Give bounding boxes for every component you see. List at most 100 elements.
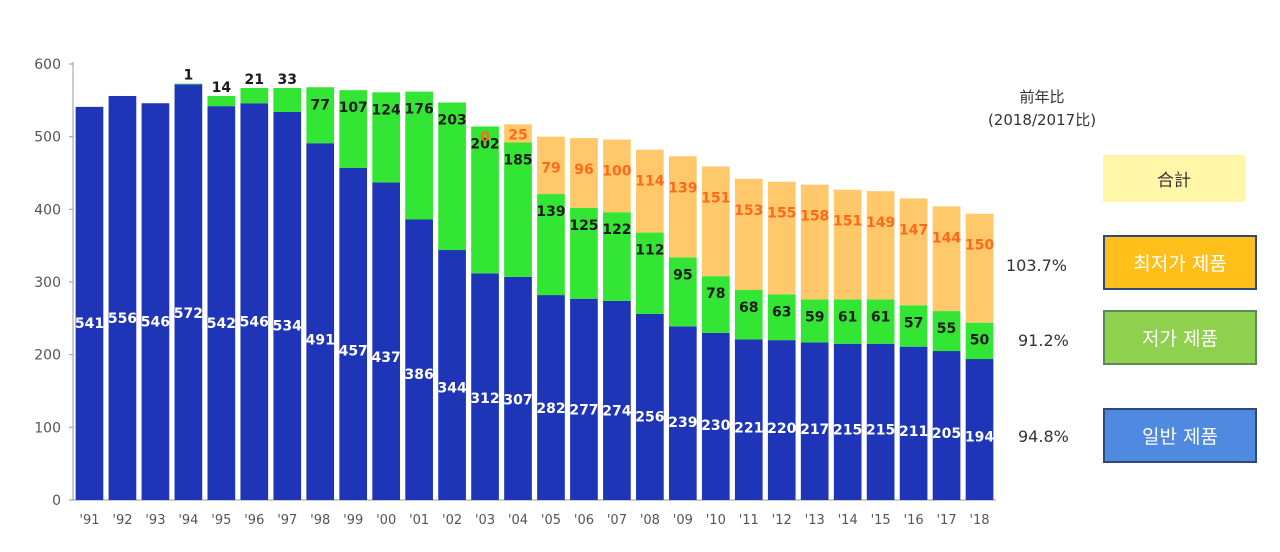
- bar-segment-low-price: [701, 276, 730, 333]
- bar-segment-lowest-price: [701, 166, 730, 277]
- bar-segment-low-price: [570, 207, 598, 299]
- bar-segment-lowest-price: [636, 149, 664, 233]
- bar-segment-general: [636, 313, 664, 500]
- x-tick-label: '99: [343, 513, 363, 528]
- data-label: 215: [833, 423, 862, 439]
- data-label: 220: [767, 421, 796, 437]
- bar-segment-lowest-price: [899, 198, 928, 306]
- bar-segment-general: [405, 219, 433, 501]
- data-label: 221: [734, 421, 763, 437]
- x-tick-label: '02: [442, 513, 462, 528]
- bar-segment-low-price: [438, 102, 466, 251]
- legend-total: 合計: [1103, 155, 1245, 202]
- bar-segment-low-price: [965, 322, 994, 360]
- legend-low-price-label: 저가 제품: [1142, 328, 1218, 350]
- ratio-general: 94.8%: [1018, 427, 1069, 446]
- x-tick-label: '91: [79, 513, 99, 528]
- bar-segment-lowest-price: [767, 181, 796, 295]
- data-label: 203: [437, 113, 466, 129]
- x-tick-label: '09: [673, 513, 693, 528]
- bar-segment-lowest-price: [504, 124, 532, 143]
- data-label: 33: [278, 72, 297, 88]
- bar-segment-lowest-price: [800, 184, 829, 300]
- data-label: 158: [800, 209, 829, 225]
- data-label: 61: [838, 309, 857, 325]
- bar-segment-general: [833, 343, 862, 500]
- data-label: 215: [866, 423, 895, 439]
- bar-segment-general: [932, 351, 961, 500]
- data-label: 457: [339, 344, 368, 360]
- data-label: 274: [602, 403, 631, 419]
- data-label: 14: [212, 80, 232, 96]
- bar-segment-general: [537, 295, 565, 500]
- bar-segment-lowest-price: [734, 178, 763, 290]
- data-label: 151: [833, 214, 862, 230]
- data-label: 124: [372, 102, 401, 118]
- bar-segment-general: [438, 250, 466, 500]
- bar-segment-general: [273, 111, 302, 501]
- y-tick-label: 600: [34, 57, 61, 73]
- data-label: 556: [108, 311, 137, 327]
- bar-segment-low-price: [668, 257, 697, 327]
- bar-segment-general: [75, 106, 104, 500]
- data-label: 149: [866, 215, 895, 231]
- bar-segment-low-price: [833, 299, 862, 344]
- data-label: 542: [207, 316, 236, 332]
- data-label: 150: [965, 238, 994, 254]
- data-label: 95: [673, 267, 692, 283]
- y-tick-label: 300: [34, 275, 61, 291]
- data-label: 107: [339, 100, 368, 116]
- bar-segment-low-price: [899, 305, 928, 347]
- x-tick-label: '11: [739, 513, 759, 528]
- data-label: 78: [706, 286, 725, 302]
- bar-segment-lowest-price: [537, 136, 565, 195]
- y-tick-label: 400: [34, 202, 61, 218]
- data-label: 205: [932, 426, 961, 442]
- bar-segment-low-price: [866, 299, 895, 344]
- data-label: 63: [772, 304, 791, 320]
- data-label: 112: [635, 243, 664, 259]
- data-label: 282: [536, 401, 565, 417]
- x-tick-label: '06: [574, 513, 594, 528]
- bar-segment-low-price: [372, 92, 401, 183]
- data-label: 151: [701, 190, 730, 206]
- data-label: 139: [536, 204, 565, 220]
- bar-segment-general: [570, 298, 598, 500]
- bar-segment-low-price: [405, 91, 433, 220]
- data-label: 386: [405, 367, 434, 383]
- x-tick-label: '07: [607, 513, 627, 528]
- bar-segment-general: [965, 359, 994, 500]
- data-label: 230: [701, 418, 730, 434]
- bar-segment-general: [108, 95, 137, 501]
- x-tick-label: '98: [310, 513, 330, 528]
- x-tick-label: '00: [376, 513, 396, 528]
- bar-segment-low-price: [207, 95, 236, 107]
- x-tick-label: '03: [475, 513, 495, 528]
- data-label: 239: [668, 415, 697, 431]
- legend-total-label: 合計: [1157, 171, 1191, 191]
- data-label: 202: [470, 136, 499, 152]
- bar-segment-low-price: [767, 294, 796, 341]
- bar-segment-low-price: [800, 299, 829, 343]
- data-label: 176: [405, 102, 434, 118]
- bar-segment-lowest-price: [668, 156, 697, 258]
- bar-segment-low-price: [932, 311, 961, 352]
- bar-segment-lowest-price: [866, 191, 895, 300]
- data-label: 546: [240, 314, 269, 330]
- bar-segment-lowest-price: [833, 189, 862, 300]
- x-tick-label: '08: [640, 513, 660, 528]
- bar-segment-general: [141, 103, 170, 501]
- bar-segment-general: [899, 346, 928, 500]
- data-label: 96: [574, 162, 593, 178]
- y-tick-label: 200: [34, 348, 61, 364]
- bar-segment-low-price: [636, 232, 664, 314]
- legend-low-price: 저가 제품: [1103, 310, 1257, 365]
- yoy-note: 前年比 (2018/2017比): [962, 86, 1122, 130]
- data-label: 217: [800, 422, 829, 438]
- x-tick-label: '14: [838, 513, 858, 528]
- ratio-low-price: 91.2%: [1018, 331, 1069, 350]
- x-tick-label: '18: [969, 513, 989, 528]
- data-label: 312: [470, 391, 499, 407]
- x-tick-label: '05: [541, 513, 561, 528]
- bar-segment-general: [767, 340, 796, 500]
